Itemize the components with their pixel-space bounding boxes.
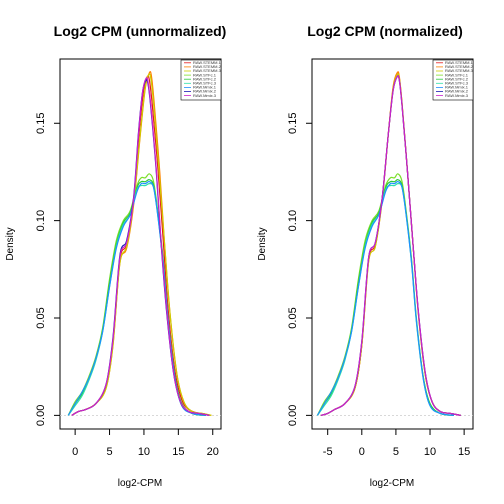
chart-title: Log2 CPM (unnormalized) — [54, 23, 227, 39]
x-tick-label: 5 — [393, 446, 399, 458]
legend-entry: RAW.Mmix.2 — [193, 89, 217, 94]
series-line — [316, 183, 454, 416]
series-line — [67, 183, 206, 416]
plot-frame — [59, 58, 222, 430]
panel-normalized: Log2 CPM (normalized) log2-CPM Density -… — [257, 23, 474, 489]
y-tick-label: 0.15 — [287, 113, 299, 134]
y-tick-label: 0.00 — [35, 405, 47, 426]
legend-entry: RAW.Mmix.1 — [193, 85, 217, 90]
y-tick-label: 0.10 — [35, 210, 47, 231]
panel-unnormalized: Log2 CPM (unnormalized) log2-CPM Density… — [5, 23, 226, 489]
x-axis-label: log2-CPM — [370, 478, 414, 489]
legend-entry: RAW.STFc.2 — [445, 76, 469, 81]
series-line — [320, 73, 461, 416]
x-axis-label: log2-CPM — [118, 478, 162, 489]
y-axis: 0.00 0.05 0.10 0.15 — [35, 113, 60, 426]
series-line — [316, 180, 454, 416]
y-tick-label: 0.00 — [287, 405, 299, 426]
legend-entry: RAW.STEMM.2 — [193, 64, 222, 69]
series-line — [71, 77, 210, 416]
legend-entry: RAW.STFc.3 — [445, 81, 469, 86]
legend-entry: RAW.STFc.3 — [193, 81, 217, 86]
plot-frame — [311, 58, 474, 430]
series-line — [320, 73, 461, 416]
y-axis-label: Density — [5, 227, 16, 260]
x-tick-label: 20 — [207, 446, 219, 458]
density-lines — [316, 71, 461, 416]
legend-entry: RAW.STEMM.1 — [445, 60, 474, 65]
x-tick-label: 0 — [72, 446, 78, 458]
x-tick-label: 10 — [424, 446, 436, 458]
legend-entry: RAW.Mmix.2 — [445, 89, 469, 94]
legend-entry: RAW.Mmix.1 — [445, 85, 469, 90]
x-tick-label: 5 — [106, 446, 112, 458]
series-line — [71, 73, 212, 416]
legend-entry: RAW.Mmix.3 — [193, 93, 217, 98]
legend-entry: RAW.STFc.1 — [445, 72, 469, 77]
y-tick-label: 0.10 — [287, 210, 299, 231]
y-axis-label: Density — [257, 227, 268, 260]
legend-entry: RAW.STEMM.2 — [445, 64, 474, 69]
x-tick-label: 15 — [458, 446, 470, 458]
x-tick-label: -5 — [323, 446, 333, 458]
chart-title: Log2 CPM (normalized) — [307, 23, 463, 39]
x-axis: -5 0 5 10 15 — [323, 429, 470, 458]
legend-entry: RAW.STFc.2 — [193, 76, 217, 81]
series-line — [320, 75, 461, 416]
legend: RAW.STEMM.1RAW.STEMM.2RAW.STEMM.3RAW.STF… — [432, 59, 474, 101]
y-tick-label: 0.05 — [287, 307, 299, 328]
density-lines — [67, 71, 212, 416]
legend-entry: RAW.Mmix.3 — [445, 93, 469, 98]
legend-entry: RAW.STFc.1 — [193, 72, 217, 77]
series-line — [320, 71, 461, 416]
y-tick-label: 0.05 — [35, 307, 47, 328]
legend-entry: RAW.STEMM.1 — [193, 60, 222, 65]
x-tick-label: 15 — [172, 446, 184, 458]
legend-entry: RAW.STEMM.3 — [445, 68, 474, 73]
y-tick-label: 0.15 — [35, 113, 47, 134]
x-axis: 0 5 10 15 20 — [72, 429, 219, 458]
legend-entry: RAW.STEMM.3 — [193, 68, 222, 73]
x-tick-label: 10 — [138, 446, 150, 458]
y-axis: 0.00 0.05 0.10 0.15 — [287, 113, 312, 426]
x-tick-label: 0 — [359, 446, 365, 458]
legend: RAW.STEMM.1RAW.STEMM.2RAW.STEMM.3RAW.STF… — [180, 59, 222, 101]
